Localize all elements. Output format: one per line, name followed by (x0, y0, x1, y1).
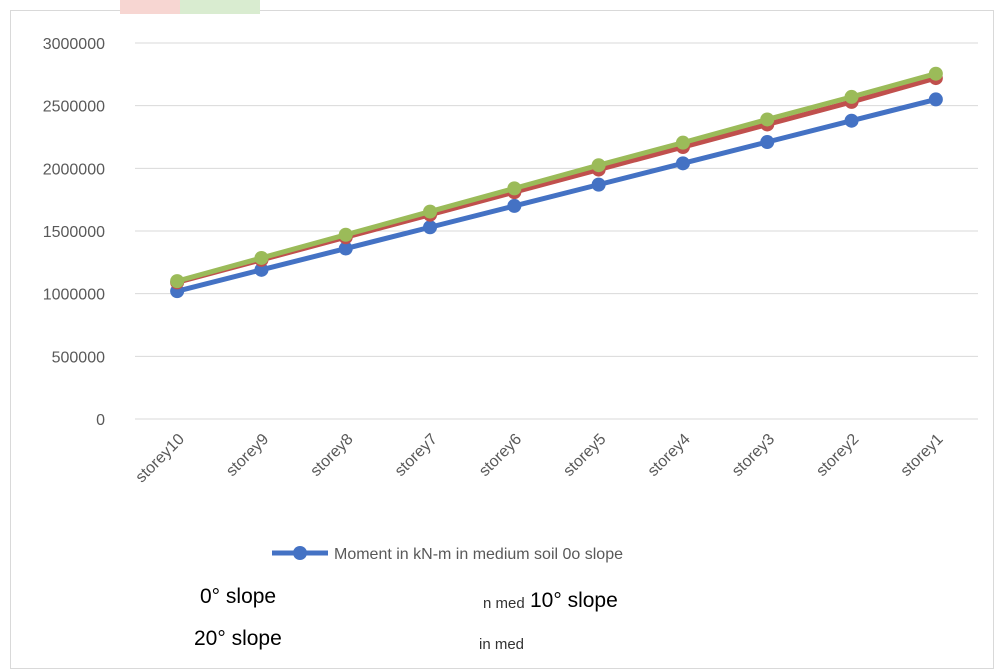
data-point (423, 220, 438, 235)
series-group (170, 66, 943, 299)
data-point (507, 181, 522, 196)
slope-0-label: 0° slope (200, 585, 277, 608)
x-tick-label: storey10 (133, 431, 188, 486)
x-tick-label: storey8 (307, 431, 356, 480)
partial-text-n-med: n med (483, 595, 525, 612)
data-point (254, 262, 269, 277)
data-point (338, 241, 353, 256)
data-point (338, 227, 353, 242)
data-point (760, 135, 775, 150)
data-point (170, 274, 185, 289)
series-3 (170, 66, 943, 289)
x-tick-label: storey1 (898, 431, 947, 480)
y-tick-label: 1500000 (43, 224, 105, 241)
x-tick-label: storey9 (223, 431, 272, 480)
data-point (675, 156, 690, 171)
x-tick-label: storey3 (729, 431, 778, 480)
data-point (928, 92, 943, 107)
data-point (928, 66, 943, 81)
legend-swatch-marker (293, 546, 307, 560)
y-tick-label: 2500000 (43, 99, 105, 116)
x-tick-label: storey4 (645, 431, 694, 480)
data-point (423, 204, 438, 219)
legend: Moment in kN-m in medium soil 0o slope (272, 546, 623, 563)
x-tick-label: storey2 (813, 431, 862, 480)
chart-frame (10, 10, 994, 669)
data-point (591, 158, 606, 173)
data-point (844, 89, 859, 104)
series-line (176, 71, 937, 284)
y-tick-label: 0 (96, 412, 105, 429)
slope-10-label: 10° slope (530, 589, 618, 612)
header-decoration (120, 0, 260, 14)
y-tick-label: 500000 (52, 349, 105, 366)
series-1 (170, 92, 943, 299)
x-tick-label: storey6 (476, 431, 525, 480)
series-line (176, 96, 937, 294)
y-axis-ticks: 0 500000 1000000 1500000 2000000 2500000 30000… (43, 36, 105, 429)
slope-20-label: 20° slope (194, 627, 282, 650)
legend-label: Moment in kN-m in medium soil 0o slope (334, 546, 623, 563)
data-point (591, 177, 606, 192)
data-point (675, 135, 690, 150)
partial-text-in-med: in med (479, 636, 525, 653)
x-tick-label: storey5 (560, 431, 609, 480)
data-point (760, 112, 775, 127)
data-point (507, 198, 522, 213)
y-tick-label: 2000000 (43, 161, 105, 178)
x-axis-ticks: storey10 storey9 storey8 storey7 storey6 stor… (133, 431, 947, 486)
y-tick-label: 3000000 (43, 36, 105, 53)
y-tick-label: 1000000 (43, 287, 105, 304)
data-point (844, 113, 859, 128)
data-point (254, 250, 269, 265)
x-tick-label: storey7 (392, 431, 441, 480)
